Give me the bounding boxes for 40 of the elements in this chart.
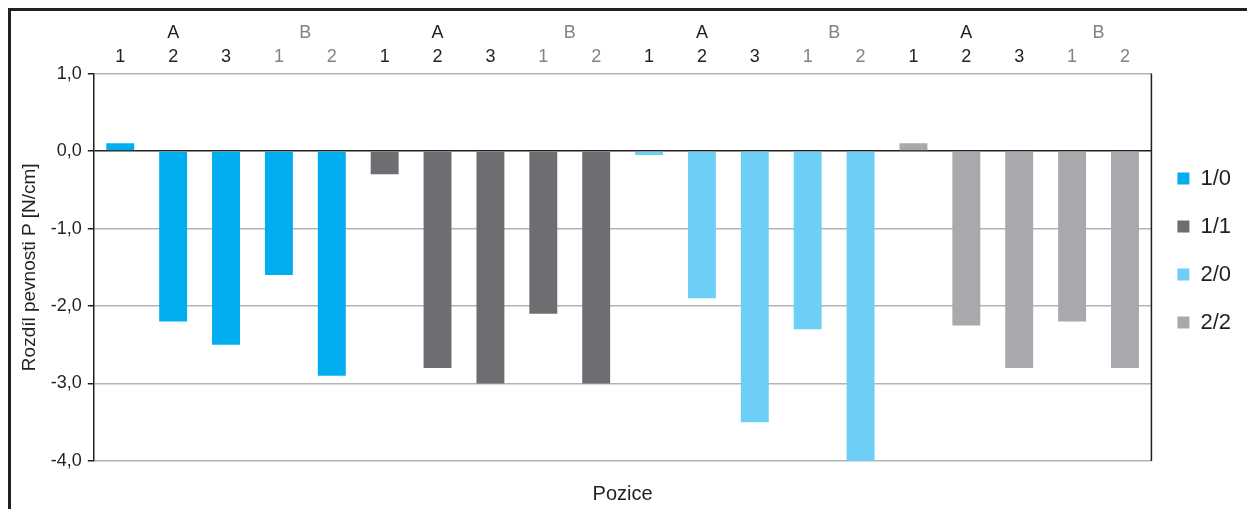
text: A [431, 21, 444, 42]
text: B [299, 21, 312, 42]
y-tick-label: 1,0 [56, 62, 82, 83]
x-tick-label: 3 [1014, 45, 1025, 66]
x-tick-label: 3 [221, 45, 232, 66]
x-tick-label: 1 [802, 45, 813, 66]
x-axis-title: Pozice [592, 481, 653, 504]
legend-label: 2/2 [1200, 308, 1232, 334]
x-tick-label: 1 [379, 45, 390, 66]
text: B [828, 21, 841, 42]
x-tick-label: 2 [1119, 45, 1130, 66]
y-axis-title: Rozdíl pevnosti P [N/cm] [17, 163, 39, 372]
y-tick-label: -2,0 [50, 295, 82, 316]
x-tick-label: 3 [749, 45, 760, 66]
text: B [1092, 21, 1105, 42]
x-tick-label: 1 [908, 45, 919, 66]
legend-label: 2/0 [1200, 260, 1232, 286]
x-tick-label: 2 [168, 45, 179, 66]
y-tick-label: -1,0 [50, 217, 82, 238]
y-tick-label: -4,0 [50, 449, 82, 470]
legend-label: 1/1 [1200, 212, 1232, 238]
x-tick-label: 2 [432, 45, 443, 66]
legend-label: 1/0 [1200, 164, 1232, 190]
x-tick-label: 2 [696, 45, 707, 66]
text: A [695, 21, 708, 42]
x-tick-label: 1 [115, 45, 126, 66]
x-tick-label: 2 [591, 45, 602, 66]
x-tick-label: 2 [855, 45, 866, 66]
y-tick-label: -3,0 [50, 372, 82, 393]
x-tick-label: 1 [538, 45, 549, 66]
text: A [167, 21, 180, 42]
x-tick-label: 1 [1067, 45, 1078, 66]
x-tick-label: 2 [326, 45, 337, 66]
x-tick-label: 2 [961, 45, 972, 66]
x-tick-label: 1 [644, 45, 655, 66]
x-tick-label: 3 [485, 45, 496, 66]
text: B [563, 21, 576, 42]
x-tick-label: 1 [273, 45, 284, 66]
text: A [960, 21, 973, 42]
y-tick-label: 0,0 [56, 140, 82, 161]
